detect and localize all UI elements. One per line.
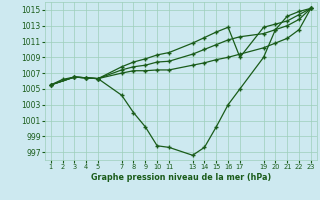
- X-axis label: Graphe pression niveau de la mer (hPa): Graphe pression niveau de la mer (hPa): [91, 173, 271, 182]
